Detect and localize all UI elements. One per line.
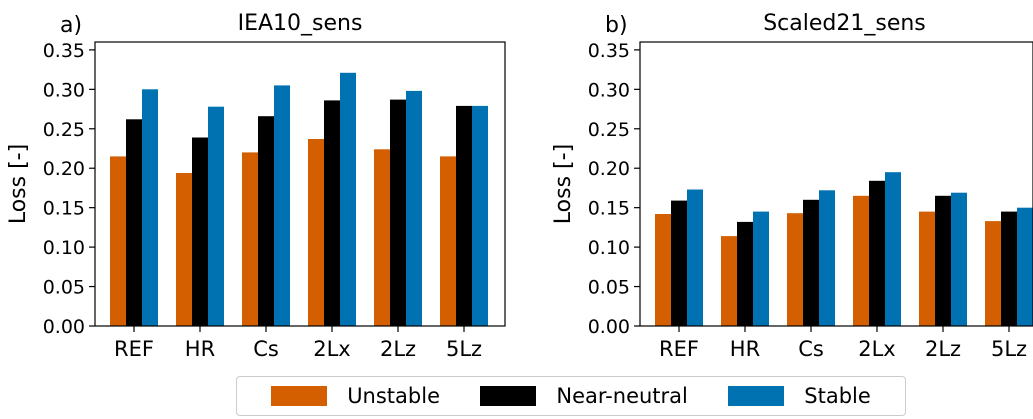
y-axis-label: Loss [-] (6, 144, 31, 224)
legend-entry-near-neutral: Near-neutral (480, 384, 688, 408)
legend-swatch (271, 386, 328, 406)
bar-near-neutral-5lz (456, 105, 472, 327)
y-tick-label: 0.20 (43, 158, 85, 180)
x-tick-label: Cs (798, 337, 824, 361)
y-tick-label: 0.20 (588, 158, 630, 180)
bar-near-neutral-2lx (324, 100, 340, 327)
bar-near-neutral-2lz (935, 195, 951, 326)
chart-title: IEA10_sens (238, 11, 363, 36)
legend-label: Near-neutral (556, 384, 688, 408)
bar-near-neutral-2lz (390, 99, 406, 326)
y-tick-label: 0.35 (43, 40, 85, 62)
x-tick-label: 5Lz (991, 337, 1027, 361)
bar-near-neutral-hr (192, 137, 208, 326)
legend: Unstable Near-neutral Stable (236, 376, 906, 416)
legend-swatch (480, 386, 537, 406)
y-tick-label: 0.00 (588, 316, 630, 338)
y-tick-label: 0.05 (43, 277, 85, 299)
legend-entry-unstable: Unstable (271, 384, 440, 408)
bar-unstable-2lx (853, 195, 869, 326)
y-tick-label: 0.05 (588, 277, 630, 299)
bar-stable-2lx (885, 172, 901, 326)
bar-near-neutral-cs (803, 199, 819, 326)
chart-title: Scaled21_sens (763, 11, 926, 36)
bar-unstable-2lz (374, 149, 390, 326)
bar-unstable-hr (176, 173, 192, 326)
panel-label: a) (60, 13, 82, 38)
bar-stable-ref (687, 189, 703, 326)
y-axis-label: Loss [-] (551, 144, 576, 224)
axes-frame (94, 41, 506, 327)
x-tick-label: 2Lx (858, 337, 896, 361)
y-tick-label: 0.35 (588, 40, 630, 62)
y-tick-label: 0.15 (43, 198, 85, 220)
bar-near-neutral-ref (671, 200, 687, 326)
y-tick-label: 0.25 (43, 119, 85, 141)
bar-unstable-2lx (308, 139, 324, 326)
bar-near-neutral-ref (126, 119, 142, 326)
y-tick-label: 0.25 (588, 119, 630, 141)
bar-near-neutral-2lx (869, 180, 885, 326)
legend-label: Stable (804, 384, 871, 408)
bar-stable-hr (753, 211, 769, 326)
bar-near-neutral-5lz (1001, 211, 1017, 326)
y-tick-label: 0.10 (588, 237, 630, 259)
legend-entry-stable: Stable (728, 384, 871, 408)
panel-label: b) (605, 13, 628, 38)
bar-stable-ref (142, 89, 158, 326)
bar-stable-cs (819, 190, 835, 326)
x-tick-label: 5Lz (446, 337, 482, 361)
chart-panel-b: REF HR Cs 2Lx 2Lz 5Lz 0.00 0.05 0.10 0.15 0.20 0.25… (551, 11, 1033, 361)
y-tick-label: 0.10 (43, 237, 85, 259)
x-tick-label: REF (114, 337, 154, 361)
bar-stable-cs (274, 85, 290, 327)
x-tick-label: 2Lz (925, 337, 961, 361)
x-tick-label: 2Lx (313, 337, 351, 361)
y-tick-label: 0.30 (588, 79, 630, 101)
bar-unstable-5lz (440, 156, 456, 326)
chart-panel-a: REF HR Cs 2Lx 2Lz 5Lz 0.00 0.05 0.10 0.15 0.20 0.25… (6, 11, 506, 361)
y-tick-label: 0.15 (588, 198, 630, 220)
y-tick-label: 0.00 (43, 316, 85, 338)
bar-near-neutral-cs (258, 116, 274, 326)
legend-label: Unstable (347, 384, 440, 408)
legend-swatch (728, 386, 785, 406)
x-tick-label: HR (730, 337, 760, 361)
x-tick-label: HR (185, 337, 215, 361)
bar-unstable-ref (110, 156, 126, 326)
bar-stable-2lz (951, 192, 967, 326)
bar-stable-5lz (1017, 207, 1033, 326)
bar-unstable-2lz (919, 211, 935, 326)
bar-unstable-ref (655, 214, 671, 326)
bar-unstable-5lz (985, 221, 1001, 326)
bar-stable-hr (208, 106, 224, 326)
axes-frame (639, 41, 1033, 327)
bar-stable-5lz (472, 105, 488, 327)
bar-near-neutral-hr (737, 221, 753, 326)
bar-stable-2lz (406, 90, 422, 327)
bar-unstable-cs (242, 152, 258, 326)
bar-unstable-hr (721, 236, 737, 326)
x-tick-label: 2Lz (380, 337, 416, 361)
y-tick-label: 0.30 (43, 79, 85, 101)
bar-stable-2lx (340, 72, 356, 326)
x-tick-label: REF (659, 337, 699, 361)
x-tick-label: Cs (253, 337, 279, 361)
bar-unstable-cs (787, 213, 803, 326)
